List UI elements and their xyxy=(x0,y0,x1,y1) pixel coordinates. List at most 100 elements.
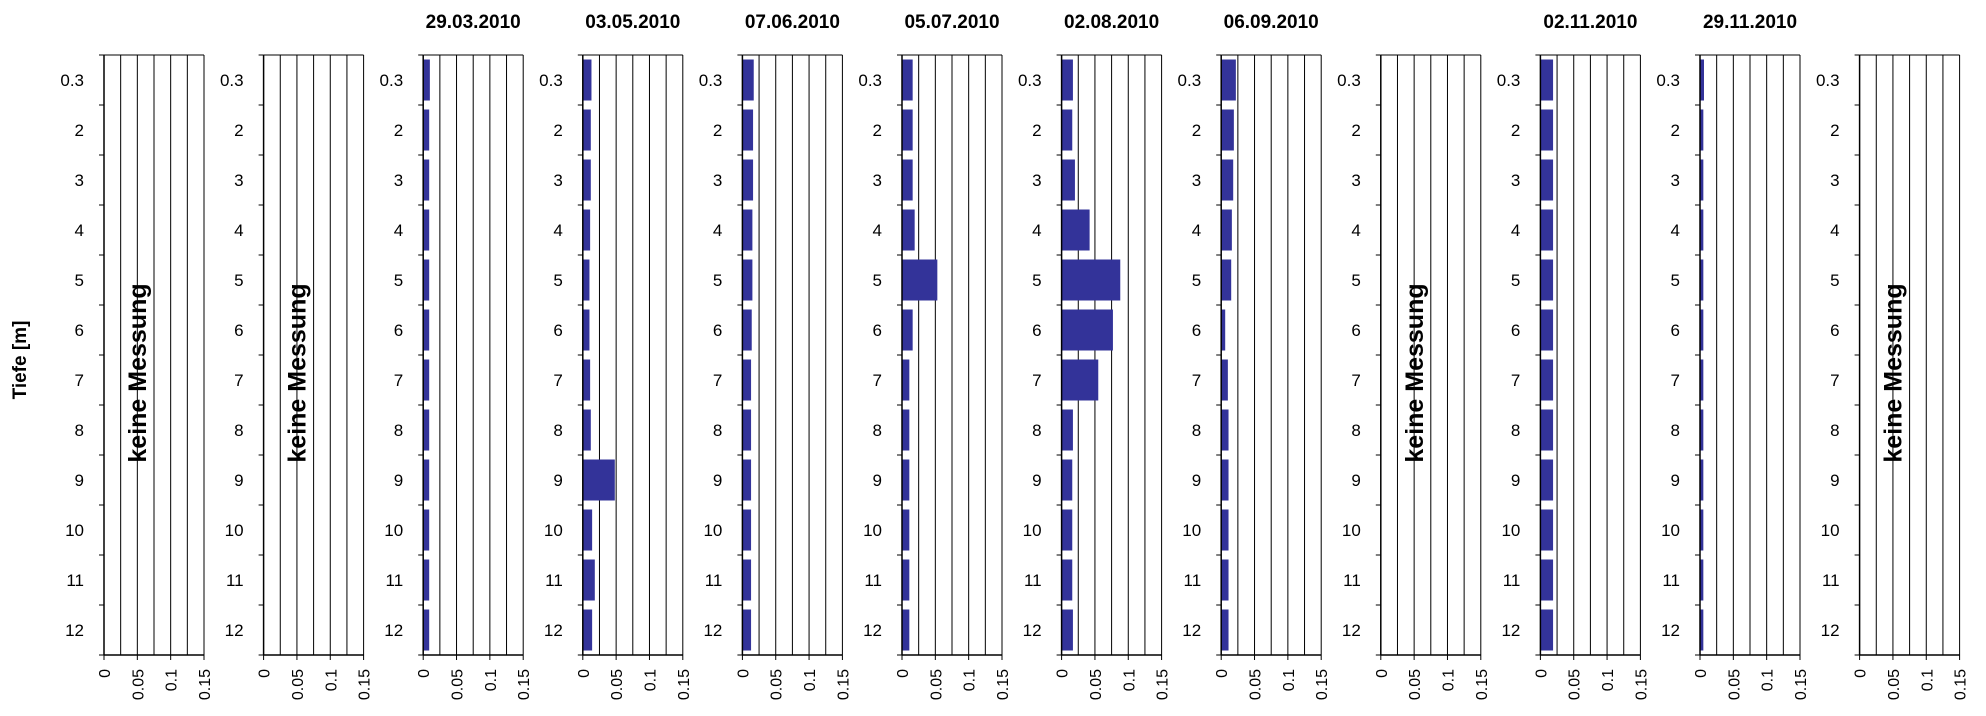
bar xyxy=(1061,509,1073,551)
panel-title: 03.05.2010 xyxy=(585,12,680,33)
y-tick-label: 3 xyxy=(1351,171,1360,190)
bar xyxy=(1061,59,1073,101)
x-tick-label: 0.15 xyxy=(197,669,214,700)
y-tick-label: 8 xyxy=(1032,421,1041,440)
y-tick-label: 8 xyxy=(713,421,722,440)
bar xyxy=(423,409,430,451)
y-tick-label: 12 xyxy=(1023,621,1042,640)
y-tick-label: 11 xyxy=(545,571,563,590)
y-tick-label: 2 xyxy=(75,121,84,140)
bar xyxy=(1540,309,1554,351)
y-tick-label: 4 xyxy=(1830,221,1839,240)
x-tick-label: 0.1 xyxy=(1440,669,1457,691)
bar xyxy=(582,609,593,651)
y-tick-label: 4 xyxy=(873,221,882,240)
bar xyxy=(902,559,910,601)
bar xyxy=(582,309,590,351)
bar xyxy=(423,559,430,601)
y-tick-label: 9 xyxy=(1671,471,1680,490)
y-tick-label: 7 xyxy=(1830,371,1839,390)
bar xyxy=(582,409,591,451)
y-tick-label: 5 xyxy=(394,271,403,290)
bar xyxy=(423,609,430,651)
bar xyxy=(742,459,752,501)
bar xyxy=(582,159,591,201)
y-tick-label: 6 xyxy=(1351,321,1360,340)
x-tick-label: 0 xyxy=(576,669,593,678)
y-tick-label: 11 xyxy=(386,571,404,590)
y-tick-label: 11 xyxy=(1343,571,1361,590)
y-tick-label: 10 xyxy=(1023,521,1042,540)
bar xyxy=(902,459,910,501)
x-tick-label: 0.05 xyxy=(769,669,786,700)
y-tick-label: 3 xyxy=(1032,171,1041,190)
bar xyxy=(1221,259,1232,301)
bar xyxy=(902,309,913,351)
y-tick-label: 4 xyxy=(553,221,562,240)
bar xyxy=(423,359,430,401)
y-tick-label: 7 xyxy=(1192,371,1201,390)
bar xyxy=(582,359,591,401)
y-tick-label: 7 xyxy=(1511,371,1520,390)
y-tick-label: 3 xyxy=(713,171,722,190)
y-tick-label: 6 xyxy=(1511,321,1520,340)
x-tick-label: 0.1 xyxy=(1600,669,1617,691)
y-tick-label: 10 xyxy=(65,521,84,540)
bar xyxy=(1061,109,1073,151)
y-tick-label: 12 xyxy=(544,621,563,640)
no-measurement-label: keine Messung xyxy=(1880,283,1908,462)
bar xyxy=(1700,559,1704,601)
y-tick-label: 8 xyxy=(1351,421,1360,440)
y-tick-label: 12 xyxy=(1182,621,1201,640)
y-tick-label: 7 xyxy=(1351,371,1360,390)
y-tick-label: 3 xyxy=(1511,171,1520,190)
y-tick-label: 3 xyxy=(1830,171,1839,190)
y-tick-label: 12 xyxy=(703,621,722,640)
x-tick-label: 0.05 xyxy=(928,669,945,700)
y-tick-label: 9 xyxy=(394,471,403,490)
bar xyxy=(1221,509,1229,551)
bar xyxy=(742,109,754,151)
y-tick-label: 12 xyxy=(384,621,403,640)
y-tick-label: 6 xyxy=(713,321,722,340)
panel: 02.11.2010 0.3 2 3 4 5 6 7 8 9 10 11 12 0 0.05 0.1 0.15 xyxy=(1497,12,1651,700)
bar xyxy=(742,409,752,451)
y-tick-label: 9 xyxy=(1351,471,1360,490)
panel-title: 05.07.2010 xyxy=(904,12,999,33)
y-tick-label: 12 xyxy=(65,621,84,640)
x-tick-label: 0.15 xyxy=(1633,669,1650,700)
bar xyxy=(423,159,430,201)
bar xyxy=(902,209,915,251)
bar xyxy=(1221,459,1229,501)
x-tick-label: 0 xyxy=(1214,669,1231,678)
y-tick-label: 5 xyxy=(1351,271,1360,290)
y-tick-label: 2 xyxy=(394,121,403,140)
bar xyxy=(1540,609,1554,651)
x-tick-label: 0.1 xyxy=(1281,669,1298,691)
y-tick-label: 12 xyxy=(863,621,882,640)
y-tick-label: 5 xyxy=(553,271,562,290)
y-tick-label: 4 xyxy=(394,221,403,240)
y-tick-label: 6 xyxy=(1192,321,1201,340)
x-tick-label: 0.1 xyxy=(642,669,659,691)
bar xyxy=(1540,109,1554,151)
y-tick-label: 8 xyxy=(873,421,882,440)
x-tick-label: 0.05 xyxy=(450,669,467,700)
y-tick-label: 2 xyxy=(873,121,882,140)
x-tick-label: 0 xyxy=(416,669,433,678)
y-tick-label: 0.3 xyxy=(858,71,882,90)
bar xyxy=(1061,159,1075,201)
y-tick-label: 4 xyxy=(1671,221,1680,240)
y-tick-label: 7 xyxy=(394,371,403,390)
bar xyxy=(902,609,910,651)
x-tick-label: 0.15 xyxy=(357,669,374,700)
panel: 0.3 2 3 4 5 6 7 8 9 10 11 12 0 0.05 0.1 0.15 keine Messu… xyxy=(60,54,214,700)
bar xyxy=(1221,159,1234,201)
y-tick-label: 6 xyxy=(1032,321,1041,340)
bar xyxy=(742,359,752,401)
y-tick-label: 0.3 xyxy=(539,71,563,90)
panel: 29.11.2010 0.3 2 3 4 5 6 7 8 9 10 11 12 0 0.05 0.1 0.15 xyxy=(1656,12,1810,700)
y-tick-label: 11 xyxy=(66,571,84,590)
